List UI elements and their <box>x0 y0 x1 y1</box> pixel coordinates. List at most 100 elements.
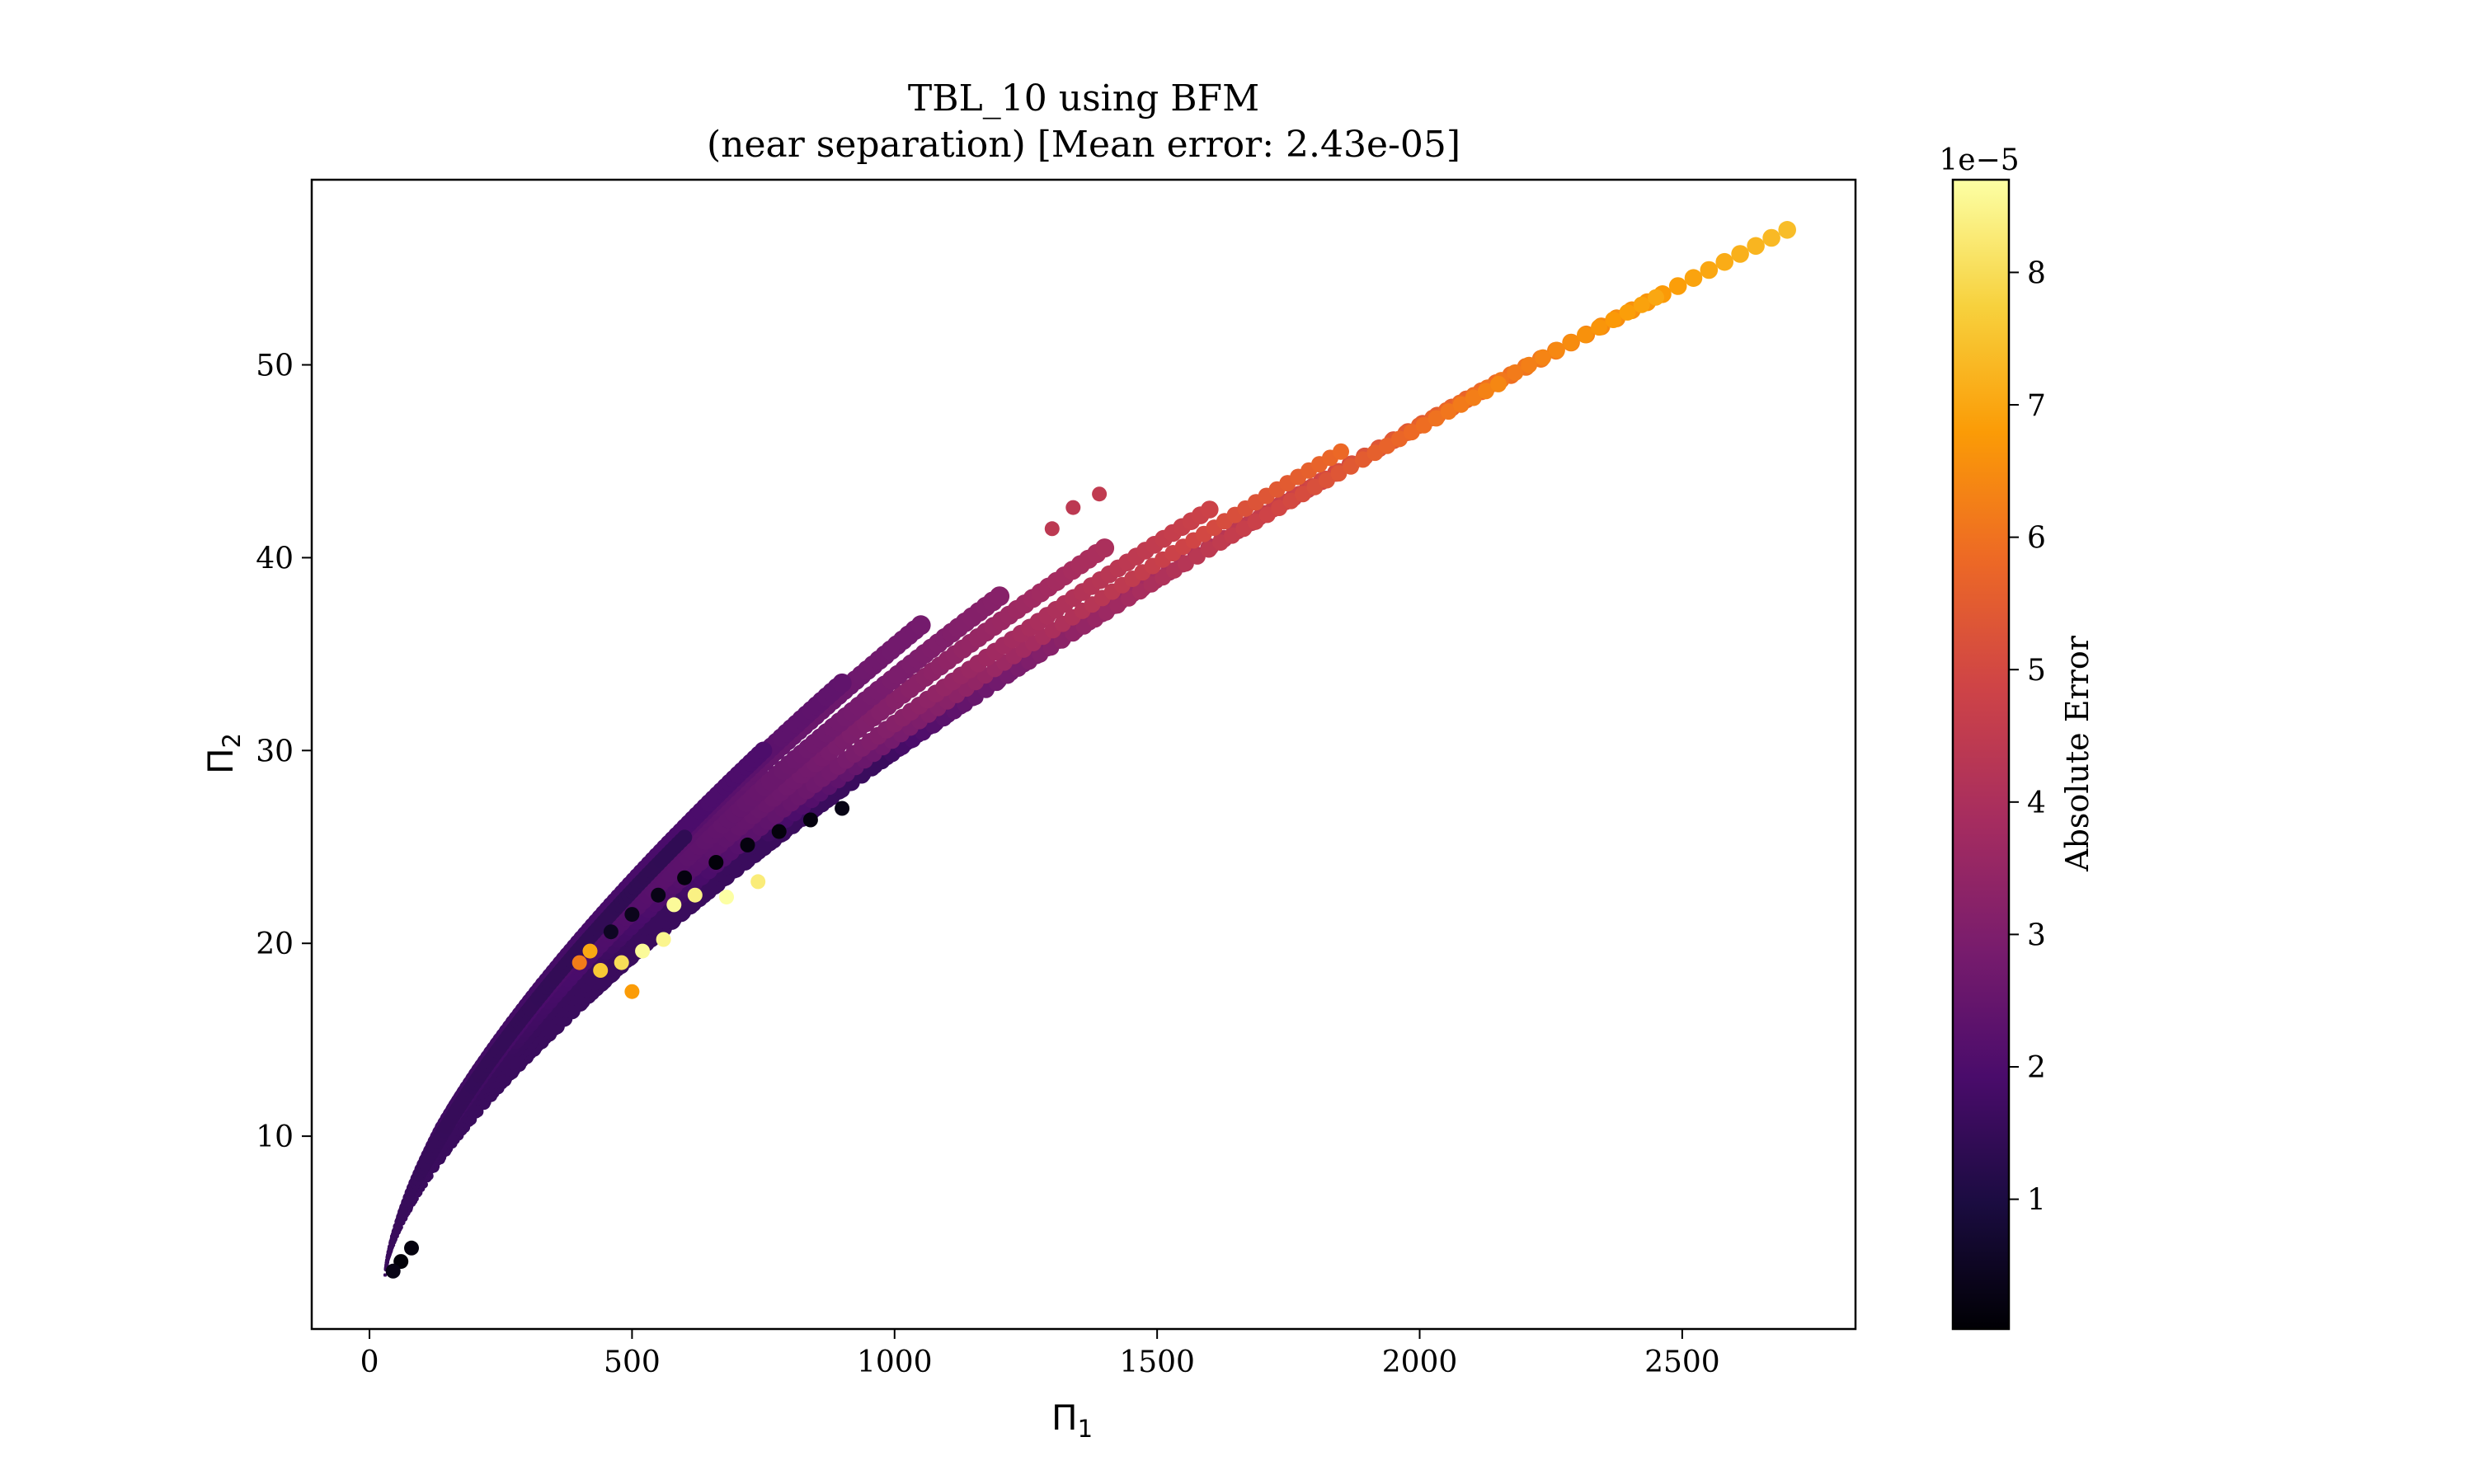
scatter-point <box>676 829 693 845</box>
scatter-point <box>1684 269 1703 288</box>
scatter-point <box>1477 383 1494 400</box>
scatter-point <box>603 924 618 940</box>
y-tick-label: 30 <box>256 735 294 768</box>
x-tick-label: 2500 <box>1644 1345 1720 1379</box>
y-axis-label-group: Π2 <box>200 733 246 774</box>
scatter-point <box>1668 277 1687 295</box>
colorbar-label-group: Absolute Error <box>2059 635 2095 872</box>
scatter-point <box>1535 349 1551 366</box>
scatter-point <box>656 932 671 947</box>
plot-frame <box>310 178 1857 1331</box>
scatter-point <box>802 812 818 828</box>
scatter-point <box>1490 375 1507 392</box>
scatter-point <box>1633 296 1650 313</box>
x-tick-label: 1500 <box>1119 1345 1195 1379</box>
colorbar-ticks: 1 2 3 4 5 6 7 8 <box>2009 256 2046 1218</box>
scatter-point <box>384 1262 389 1267</box>
scatter-point <box>1092 486 1108 502</box>
scatter-point <box>385 1263 401 1279</box>
x-tick-label: 500 <box>604 1345 661 1379</box>
colorbar-tick-label: 2 <box>2027 1051 2046 1085</box>
x-tick-label: 0 <box>360 1345 379 1379</box>
scatter-point <box>384 1258 390 1263</box>
scatter-point <box>1044 521 1060 537</box>
scatter-point <box>1648 289 1664 306</box>
scatter-point <box>1762 228 1780 247</box>
colorbar <box>1951 178 2011 1331</box>
scatter-point <box>1731 245 1749 263</box>
scatter-point <box>624 907 640 923</box>
x-tick-label: 1000 <box>857 1345 933 1379</box>
chart-subtitle: (near separation) [Mean error: 2.43e-05] <box>707 124 1460 166</box>
scatter-point <box>651 887 666 903</box>
scatter-point <box>1605 312 1622 328</box>
colorbar-tick-label: 6 <box>2027 522 2046 556</box>
scatter-point <box>1415 416 1432 434</box>
y-tick-label: 20 <box>256 928 294 961</box>
scatter-point <box>1379 437 1396 454</box>
scatter-point <box>386 1248 393 1255</box>
y-tick-label: 10 <box>256 1120 294 1154</box>
y-tick-label: 50 <box>256 350 294 383</box>
scatter-point <box>1577 326 1593 344</box>
scatter-point <box>1548 341 1565 359</box>
scatter-point <box>740 837 755 852</box>
x-axis-label: Π1 <box>1051 1397 1093 1443</box>
colorbar-offset-text: 1e−5 <box>1939 143 2019 177</box>
scatter-point <box>1465 389 1482 406</box>
scatter-point <box>1619 303 1636 321</box>
scatter-point <box>1330 465 1348 482</box>
scatter-point <box>1318 472 1335 489</box>
scatter-band <box>383 221 1796 1277</box>
scatter-point <box>754 741 773 760</box>
scatter-band <box>383 289 1664 1277</box>
x-tick-label: 2000 <box>1382 1345 1458 1379</box>
scatter-point <box>385 1253 391 1259</box>
scatter-point <box>1333 443 1349 460</box>
scatter-point <box>404 1240 419 1256</box>
scatter-point <box>708 855 724 870</box>
scatter-point <box>666 897 682 913</box>
scatter-point <box>677 870 693 885</box>
scatter-point <box>1778 221 1796 239</box>
scatter-point <box>1715 252 1733 271</box>
scatter-point <box>835 801 850 816</box>
colorbar-tick-label: 3 <box>2027 918 2046 952</box>
scatter-point <box>750 874 766 890</box>
scatter-point <box>1700 261 1719 279</box>
y-axis-label-subscript: 2 <box>218 733 246 748</box>
chart-title: TBL_10 using BFM <box>908 77 1259 120</box>
scatter-point <box>1591 319 1608 336</box>
scatter-point <box>771 824 787 839</box>
scatter-point <box>719 890 734 905</box>
x-axis-ticks: 0 500 1000 1500 2000 2500 <box>360 1329 1720 1379</box>
colorbar-tick-label: 8 <box>2027 256 2046 290</box>
colorbar-tick-label: 1 <box>2027 1184 2046 1218</box>
scatter-band <box>383 443 1349 1277</box>
scatter-point <box>1391 430 1408 448</box>
scatter-point <box>614 955 629 970</box>
scatter-point <box>1294 486 1311 503</box>
scatter-point <box>635 943 651 959</box>
scatter-point <box>1354 451 1371 468</box>
scatter-point <box>383 1273 388 1277</box>
scatter-point <box>1507 364 1524 381</box>
colorbar-tick-label: 4 <box>2027 787 2046 820</box>
scatter-point <box>1403 424 1420 441</box>
scatter-point <box>1094 538 1115 558</box>
scatter-band <box>383 829 693 1277</box>
scatter-point <box>1201 500 1219 519</box>
scatter-point <box>1366 444 1384 462</box>
scatter-point <box>1521 356 1538 373</box>
scatter-point <box>1065 500 1081 515</box>
scatter-point <box>1452 396 1470 413</box>
scatter-point <box>832 673 852 693</box>
y-axis-ticks: 10 20 30 40 50 <box>256 350 312 1154</box>
scatter-point <box>1306 478 1324 495</box>
scatter-point <box>624 984 640 999</box>
scatter-point <box>593 963 609 978</box>
scatter-point <box>582 943 598 959</box>
scatter-point <box>1440 403 1457 420</box>
